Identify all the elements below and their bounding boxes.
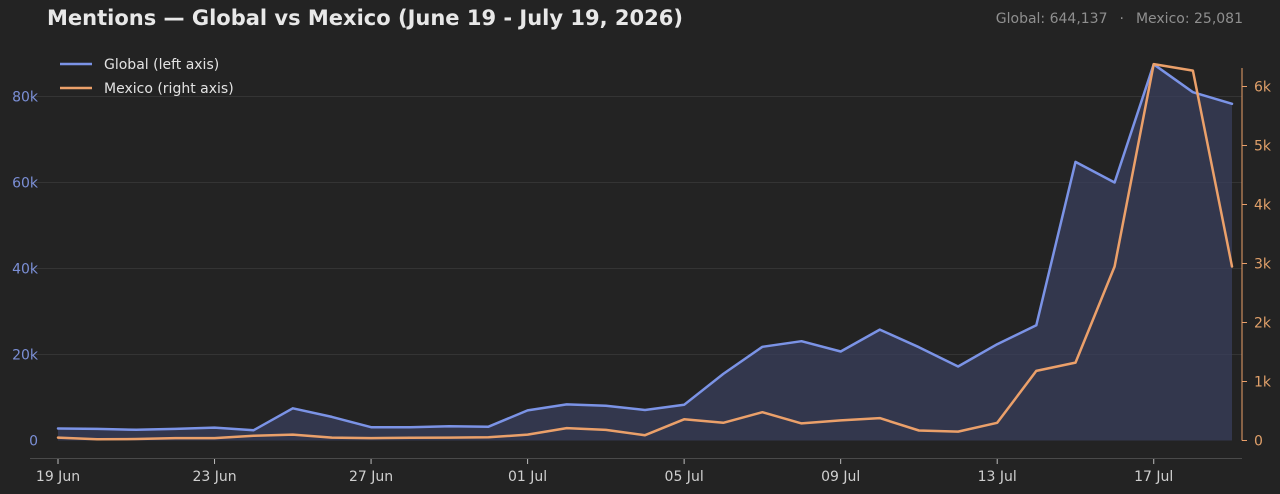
y-left-tick-label: 60k [12, 176, 39, 192]
legend-label: Mexico (right axis) [104, 81, 234, 97]
global-area-fill [58, 64, 1232, 441]
legend: Global (left axis) Mexico (right axis) [60, 57, 234, 97]
totals-summary: Global: 644,137 · Mexico: 25,081 [996, 11, 1243, 27]
x-tick-label: 01 Jul [508, 469, 547, 485]
y-right-tick-label: 3k [1254, 257, 1272, 273]
y-right-tick-label: 0 [1254, 434, 1263, 450]
y-right-tick-label: 1k [1254, 375, 1272, 391]
x-tick-label: 27 Jun [349, 469, 393, 485]
x-tick-label: 23 Jun [192, 469, 236, 485]
mexico-series-line [56, 62, 1234, 441]
x-tick-label: 05 Jul [665, 469, 704, 485]
x-tick-label: 19 Jun [36, 469, 80, 485]
mexico-total: Mexico: 25,081 [1135, 11, 1243, 27]
totals-separator: · [1119, 11, 1124, 27]
global-series-line [56, 63, 1234, 432]
y-right-tick-label: 2k [1254, 316, 1272, 332]
y-left-tick-label: 20k [12, 348, 39, 364]
x-tick-label: 17 Jul [1134, 469, 1173, 485]
global-area [58, 64, 1232, 441]
grid-lines [30, 96, 1242, 355]
series-lines [56, 62, 1234, 441]
y-right-tick-label: 4k [1254, 198, 1272, 214]
chart-title: Mentions — Global vs Mexico (June 19 - J… [47, 6, 683, 30]
y-left-tick-label: 80k [12, 90, 39, 106]
legend-label: Global (left axis) [104, 57, 219, 73]
y-right-tick-label: 5k [1254, 139, 1272, 155]
y-left-tick-label: 40k [12, 262, 39, 278]
axes: 0 20k 40k 60k 80k 0 1k 2k 3k 4k 5k 6k 19 Jun 23 Jun 27… [12, 68, 1272, 485]
y-left-tick-label: 0 [29, 434, 38, 450]
x-tick-label: 13 Jul [978, 469, 1017, 485]
x-tick-label: 09 Jul [821, 469, 860, 485]
y-right-tick-label: 6k [1254, 80, 1272, 96]
global-total: Global: 644,137 [995, 11, 1108, 27]
